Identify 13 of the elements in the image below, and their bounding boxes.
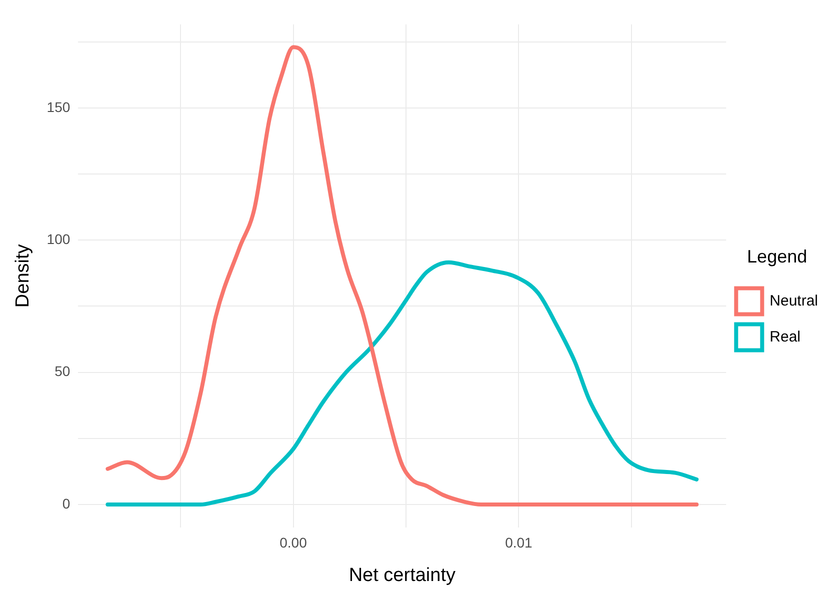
line-series [106,260,699,507]
y-tick-label: 0 [62,495,70,512]
legend-label: Neutral [770,292,818,310]
y-tick-label: 50 [54,363,70,380]
line-series [106,45,699,507]
legend-label: Real [770,328,801,346]
y-axis-title: Density [12,244,34,308]
legend-title: Legend [747,246,808,267]
x-tick-label: 0.00 [280,534,308,551]
y-tick-label: 150 [46,98,70,115]
x-tick-label: 0.01 [505,534,533,551]
y-tick-label: 100 [46,231,70,247]
x-axis-title: Net certainty [348,564,456,586]
